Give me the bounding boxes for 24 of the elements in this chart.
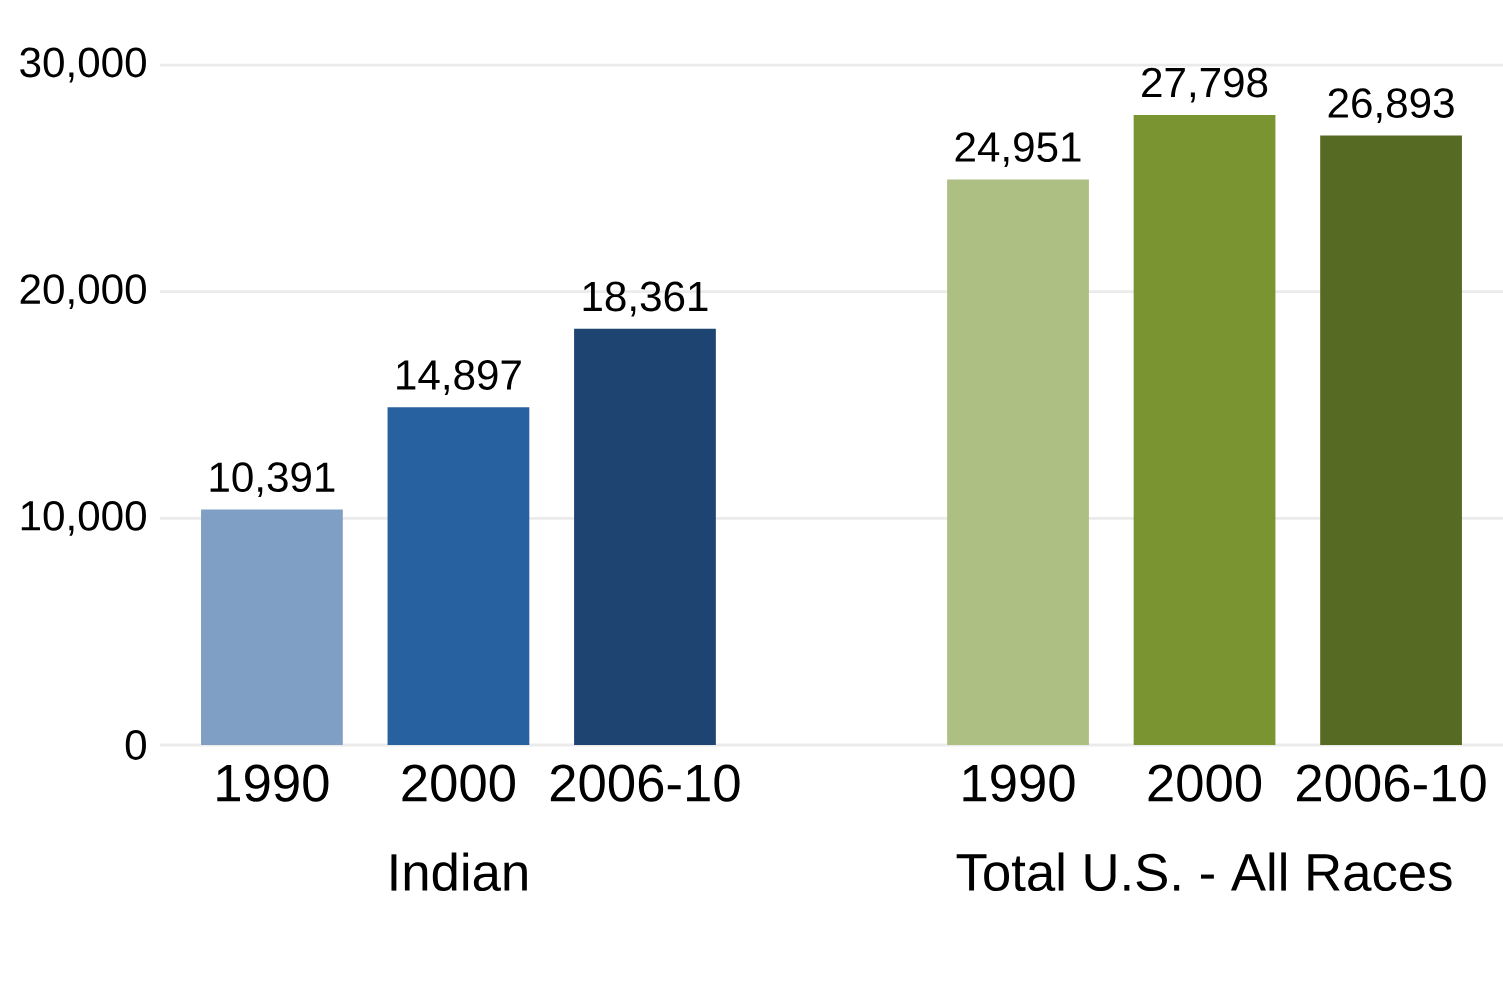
x-tick-label: 2006-10: [1296, 764, 1486, 802]
text: Total U.S. - All Races: [956, 852, 1452, 892]
text: Indian: [391, 852, 527, 892]
data-label: 27,798: [1142, 67, 1268, 103]
y-tick-label: 20,000: [20, 274, 146, 310]
y-tick-label: 30,000: [20, 47, 146, 83]
bar: [1320, 135, 1462, 745]
bar: [574, 328, 716, 745]
bar: [1133, 114, 1276, 745]
y-tick-label: 10,000: [21, 500, 146, 536]
x-tick-label: 2000: [402, 764, 515, 802]
bar: [201, 509, 343, 745]
bar: [387, 407, 530, 745]
x-tick-label: 1990: [963, 764, 1075, 802]
data-label: 18,361: [583, 281, 708, 317]
data-label: 26,893: [1328, 88, 1454, 123]
data-label: 14,897: [397, 360, 521, 395]
x-tick-label: 2006-10: [550, 764, 740, 802]
y-tick-label: 0: [125, 730, 146, 760]
x-tick-label: 2000: [1148, 764, 1262, 802]
x-tick-label: 1990: [217, 764, 329, 802]
data-label: 24,951: [955, 132, 1081, 168]
bar: [947, 179, 1089, 745]
data-label: 10,391: [210, 462, 335, 498]
